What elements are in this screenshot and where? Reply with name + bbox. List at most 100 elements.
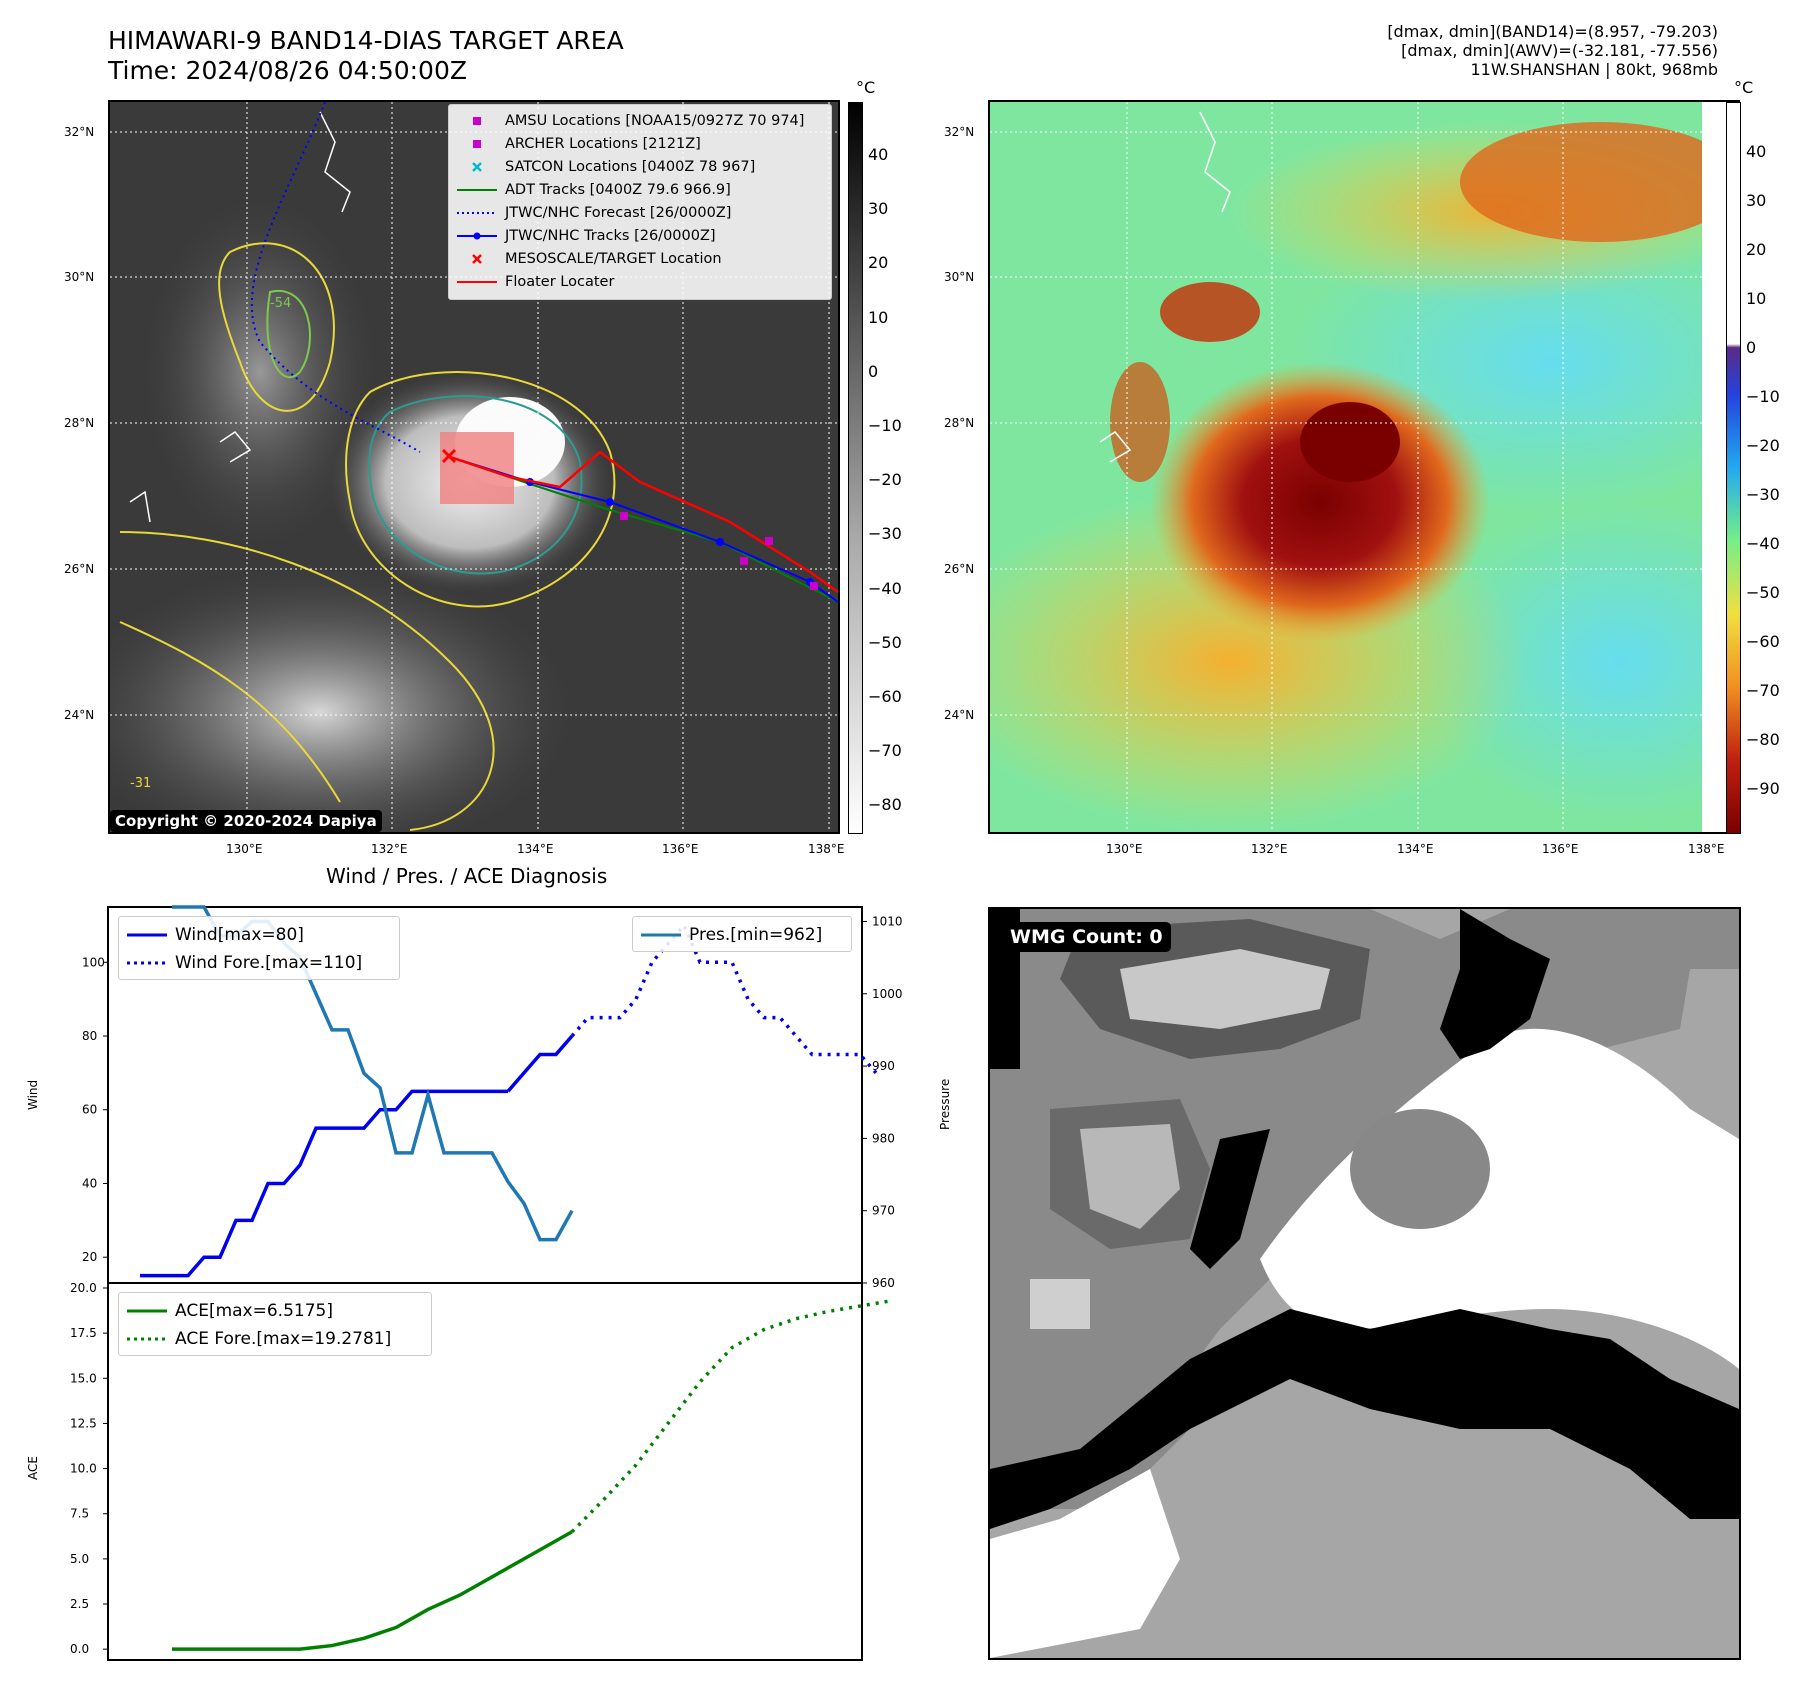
pres-tick-label: 1010	[872, 914, 903, 928]
colorbar2-tick: 20	[1746, 240, 1767, 259]
colorbar-band14	[848, 102, 863, 834]
wind-tick-label: 60	[82, 1103, 97, 1117]
jtwc-forecast-track	[250, 102, 421, 453]
map-legend-row: JTWC/NHC Forecast [26/0000Z]	[457, 201, 823, 224]
pres-legend-row: Pres.[min=962]	[641, 921, 843, 949]
wmg-light-gray-region-2	[1080, 1124, 1180, 1229]
lon-label: 134°E	[1397, 842, 1434, 856]
info-line-1: [dmax, dmin](BAND14)=(8.957, -79.203)	[1387, 22, 1718, 41]
colorbar1-tick: −10	[868, 416, 902, 435]
colorbar2-tick: −60	[1746, 632, 1780, 651]
colorbar1-tick: −30	[868, 524, 902, 544]
cell-north-1	[1160, 282, 1260, 342]
cloud-band-southwest	[110, 562, 580, 832]
map-legend-symbol	[457, 275, 497, 289]
map-legend-symbol	[457, 183, 497, 197]
moist-region-southeast	[1420, 502, 1738, 822]
band14-map: -31 -54 AMSU Locations [NOAA15/0927Z 70 …	[108, 100, 840, 834]
colorbar-awv	[1726, 102, 1741, 834]
wmg-gray-blob	[1350, 1109, 1490, 1229]
ace-legend-symbol	[127, 1304, 167, 1318]
ace-tick-label: 5.0	[70, 1552, 89, 1566]
contour-yellow	[345, 371, 616, 608]
cloud-band-north	[140, 192, 380, 552]
lat-label: 24°N	[64, 708, 95, 722]
info-line-2: [dmax, dmin](AWV)=(-32.181, -77.556)	[1401, 41, 1718, 60]
pres-legend: Pres.[min=962]	[632, 916, 852, 952]
copyright-badge: Copyright © 2020-2024 Dapiya	[110, 810, 382, 832]
map-legend-symbol	[457, 206, 497, 220]
ace-legend-row: ACE[max=6.5175]	[127, 1297, 423, 1325]
colorbar1-tick: −50	[868, 632, 902, 652]
target-area-box	[440, 432, 514, 504]
colorbar2-tick: −20	[1746, 436, 1780, 455]
contour-label-2: -54	[270, 296, 291, 311]
colorbar1-tick: −80	[868, 795, 902, 815]
wind-line	[140, 1089, 508, 1278]
amsu-archer-points	[620, 512, 818, 590]
ace-tick-label: 17.5	[70, 1326, 97, 1340]
map-legend-row: SATCON Locations [0400Z 78 967]	[457, 155, 823, 178]
pres-tick-label: 970	[872, 1204, 895, 1218]
map-legend-label: JTWC/NHC Tracks [26/0000Z]	[505, 227, 716, 244]
wmg-black-band	[990, 1309, 1739, 1529]
colorbar1-tick: 10	[868, 307, 889, 327]
warm-band-north	[1460, 122, 1738, 242]
wind-fore-legend-row: Wind Fore.[max=110]	[127, 949, 391, 977]
lon-label: 138°E	[808, 842, 845, 856]
wmg-light-patch	[1030, 1279, 1090, 1329]
map-legend-row: AMSU Locations [NOAA15/0927Z 70 974]	[457, 109, 823, 132]
contour-yellow-north	[218, 242, 335, 412]
wind-series-group	[140, 922, 878, 1278]
target-location-marker	[441, 448, 457, 464]
wind-tick-label: 80	[82, 1029, 97, 1043]
map-legend-row: MESOSCALE/TARGET Location	[457, 247, 823, 270]
typhoon-core	[1150, 362, 1490, 642]
lat-label: 30°N	[944, 270, 975, 284]
info-block: [dmax, dmin](BAND14)=(8.957, -79.203) [d…	[1387, 22, 1718, 79]
map-legend-label: Floater Locater	[505, 273, 615, 290]
ace-tick-label: 0.0	[70, 1642, 89, 1656]
colorbar1-tick: 30	[868, 199, 889, 219]
map-legend-symbol	[457, 160, 497, 174]
colorbar2-tick: −80	[1746, 730, 1780, 749]
colorbar2-tick: 40	[1746, 142, 1767, 161]
lon-label: 138°E	[1688, 842, 1725, 856]
wmg-count-badge: WMG Count: 0	[1002, 922, 1171, 952]
map-legend-symbol	[457, 114, 497, 128]
colorbar1-tick: −70	[868, 741, 902, 761]
cell-west	[1110, 362, 1170, 482]
wmg-light-gray-region	[1120, 949, 1330, 1029]
colorbar1-tick: 20	[868, 253, 889, 273]
map-legend-label: JTWC/NHC Forecast [26/0000Z]	[505, 204, 732, 221]
wmg-black-patches	[990, 909, 1550, 1269]
title-line-1: HIMAWARI-9 BAND14-DIAS TARGET AREA	[108, 26, 624, 55]
contour-green-north	[266, 289, 311, 379]
colorbar2-tick: −10	[1746, 387, 1780, 406]
ace-tick-label: 15.0	[70, 1371, 97, 1385]
ace-tick-label: 2.5	[70, 1597, 89, 1611]
colorbar1-tick: −40	[868, 578, 902, 598]
ace-tick-label: 12.5	[70, 1416, 97, 1430]
lat-label: 32°N	[64, 125, 95, 139]
lat-label: 24°N	[944, 708, 975, 722]
ace-series-group	[172, 1298, 893, 1651]
ace-legend-label: ACE[max=6.5175]	[175, 1301, 333, 1321]
map-legend-label: ARCHER Locations [2121Z]	[505, 135, 701, 152]
colorbar2-tick: −50	[1746, 583, 1780, 602]
map-legend-symbol	[457, 137, 497, 151]
map-legend-row: ADT Tracks [0400Z 79.6 966.9]	[457, 178, 823, 201]
ace-tick-label: 20.0	[70, 1281, 97, 1295]
lon-label: 136°E	[662, 842, 699, 856]
colorbar2-tick: 10	[1746, 289, 1767, 308]
map-legend-label: AMSU Locations [NOAA15/0927Z 70 974]	[505, 112, 805, 129]
wmg-white-region-2	[990, 1469, 1180, 1658]
wind-tick-label: 100	[82, 955, 105, 969]
colorbar1-tick: −60	[868, 687, 902, 706]
ace-fore-legend-symbol	[127, 1332, 167, 1346]
colorbar2-tick: 0	[1746, 338, 1757, 357]
wind-line	[506, 1034, 574, 1093]
wind-legend-row: Wind[max=80]	[127, 921, 391, 949]
wmg-panel: WMG Count: 0	[988, 907, 1741, 1660]
